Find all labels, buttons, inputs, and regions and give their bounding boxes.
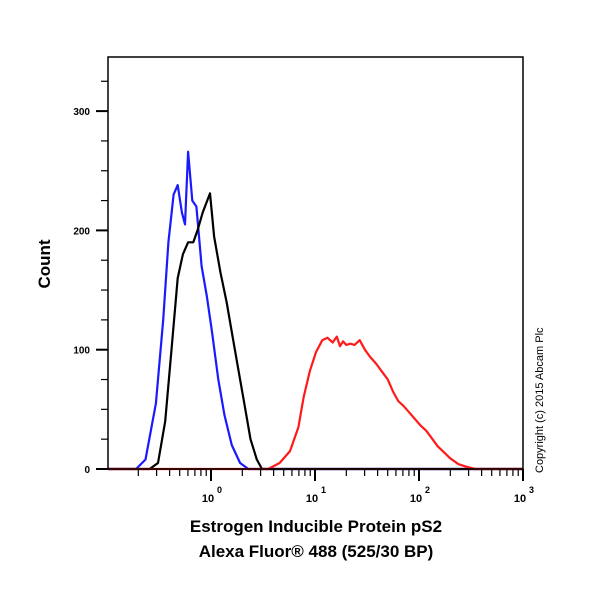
x-axis-label-line1: Estrogen Inducible Protein pS2 (190, 517, 442, 536)
plot-curves (108, 150, 523, 471)
x-tick-label-base: 10 (306, 493, 318, 505)
y-tick-label: 100 (73, 346, 90, 357)
x-tick-label-base: 10 (202, 493, 214, 505)
copyright-annotation: Copyright (c) 2015 Abcam Plc (534, 327, 546, 473)
x-tick-label-base: 10 (514, 493, 526, 505)
x-axis-label-line2: Alexa Fluor® 488 (525/30 BP) (199, 542, 434, 561)
plot-frame (107, 56, 524, 470)
curve-isotype-control (108, 150, 523, 471)
x-tick-label-exponent: 3 (529, 485, 534, 495)
y-axis-label: Count (35, 239, 54, 288)
x-tick-label-exponent: 0 (217, 485, 222, 495)
x-tick-label-exponent: 2 (425, 485, 430, 495)
curve-pS2-antibody (108, 335, 523, 471)
curve-unlabelled-control (108, 192, 523, 471)
y-tick-label: 200 (73, 226, 90, 237)
y-axis: 0 100 200 300 (73, 80, 108, 476)
x-tick-label-exponent: 1 (321, 485, 326, 495)
y-tick-label: 0 (84, 465, 90, 476)
x-tick-label-base: 10 (410, 493, 422, 505)
y-tick-label: 300 (73, 107, 90, 118)
